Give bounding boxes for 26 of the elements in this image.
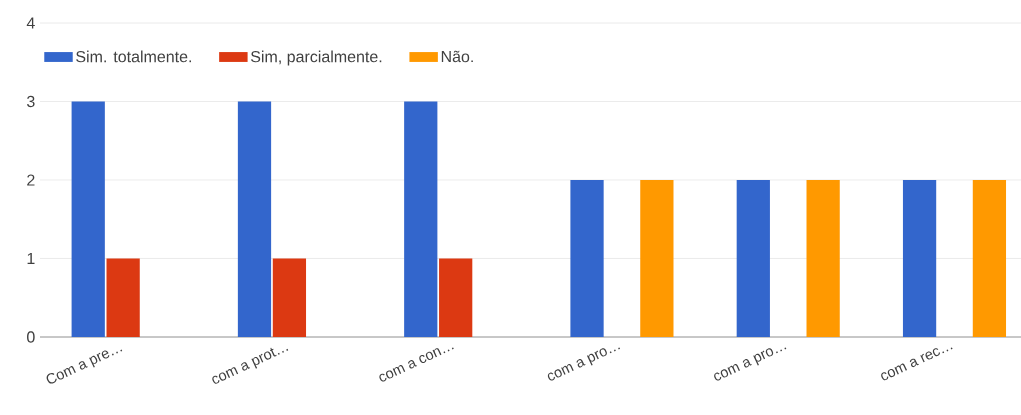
bar [972,180,1007,337]
legend-label: Sim, parcialmente. [250,50,382,66]
bar [237,101,272,337]
bar [736,180,770,337]
x-tick-label: com a rec… [881,347,953,381]
legend-label: Sim. totalmente. [76,50,191,63]
bar [806,180,840,337]
bar [106,258,140,337]
y-tick-label: 3 [27,95,35,108]
bar [272,258,307,337]
y-tick-label: 2 [27,174,35,186]
legend-label: Não. [441,50,473,63]
y-tick-label: 0 [27,331,35,343]
x-tick-label: com a prot… [212,347,289,384]
bar [439,258,473,337]
bar [902,180,937,337]
x-tick-label: com a con… [379,347,454,382]
y-tick-label: 4 [26,17,35,29]
x-tick-label: com a pro… [714,347,787,381]
bar [71,101,105,337]
bar [570,180,604,337]
x-tick-label: com a pro… [547,347,621,381]
bar [640,180,674,337]
bar [404,101,438,337]
x-tick-label: Com a pre… [46,349,123,384]
y-tick-label: 1 [27,253,35,264]
